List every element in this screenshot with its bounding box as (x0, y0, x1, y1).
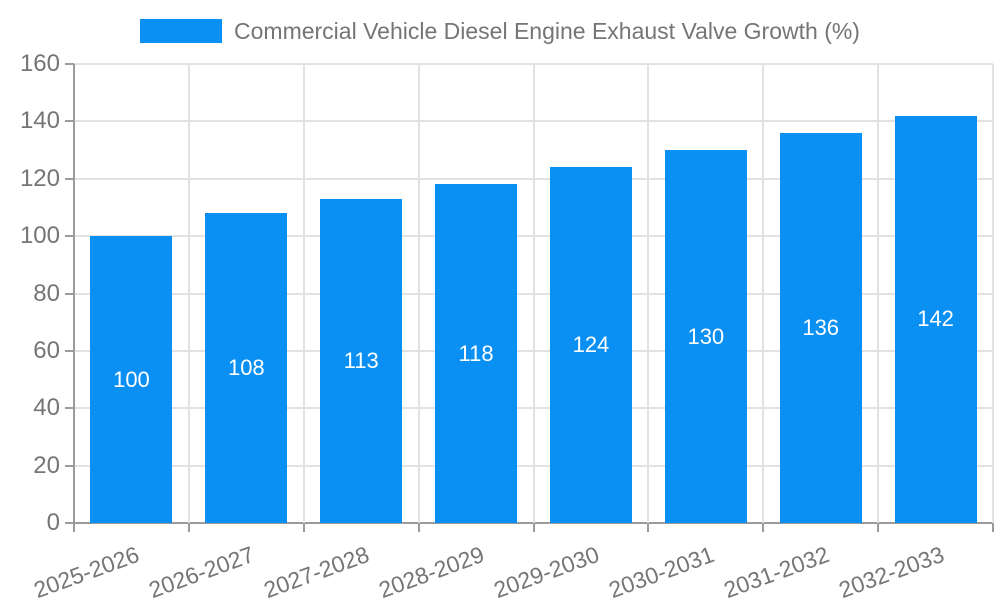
y-tick-label: 140 (19, 107, 60, 135)
bar-value-label: 142 (917, 306, 954, 332)
x-tick-label: 2027-2028 (260, 541, 373, 600)
y-tick-mark (65, 464, 74, 467)
bar-value-label: 118 (458, 340, 494, 366)
y-tick-label: 20 (33, 451, 60, 479)
gridline (877, 64, 880, 523)
y-tick-mark (65, 522, 74, 524)
y-tick-label: 100 (19, 222, 60, 250)
y-tick-mark (65, 292, 74, 295)
x-tick-label: 2026-2027 (145, 541, 258, 600)
x-tick-mark (647, 523, 650, 532)
legend: Commercial Vehicle Diesel Engine Exhaust… (0, 19, 1000, 43)
bar[interactable] (320, 198, 403, 523)
y-tick-label: 60 (33, 336, 60, 364)
x-tick-label: 2025-2026 (30, 541, 143, 600)
y-axis-line (73, 64, 75, 523)
bar-value-label: 136 (802, 314, 840, 340)
x-tick-mark (417, 523, 420, 532)
bar-value-label: 100 (113, 366, 150, 392)
y-tick-label: 120 (19, 164, 60, 192)
gridline (417, 64, 420, 523)
x-tick-label: 2028-2029 (375, 541, 488, 600)
bar[interactable] (205, 213, 288, 523)
gridline (302, 64, 305, 523)
x-tick-mark (762, 523, 765, 532)
y-tick-label: 40 (33, 394, 60, 422)
y-tick-label: 0 (46, 509, 60, 536)
x-tick-mark (302, 523, 305, 532)
y-tick-mark (65, 63, 74, 65)
bar[interactable] (90, 236, 173, 523)
gridline (762, 64, 765, 523)
x-tick-mark (877, 523, 880, 532)
y-tick-mark (65, 177, 74, 180)
legend-label: Commercial Vehicle Diesel Engine Exhaust… (234, 18, 860, 44)
y-tick-label: 160 (19, 50, 60, 77)
legend-swatch-icon (140, 19, 223, 43)
bar-value-label: 108 (227, 355, 265, 381)
x-tick-label: 2029-2030 (490, 541, 603, 600)
x-tick-label: 2032-2033 (834, 541, 948, 600)
bar[interactable] (549, 167, 632, 523)
gridline (992, 64, 994, 523)
y-tick-label: 80 (33, 279, 60, 307)
bar[interactable] (435, 184, 518, 523)
legend-item[interactable]: Commercial Vehicle Diesel Engine Exhaust… (140, 19, 860, 43)
gridline (187, 64, 190, 523)
bar[interactable] (779, 132, 862, 523)
x-tick-mark (187, 523, 190, 532)
gridline (647, 64, 650, 523)
x-tick-mark (992, 523, 994, 532)
bar-value-label: 113 (343, 347, 379, 373)
y-tick-mark (65, 120, 74, 123)
x-tick-mark (532, 523, 535, 532)
bar-value-label: 130 (687, 323, 725, 349)
bar-value-label: 124 (572, 332, 610, 358)
bar[interactable] (664, 150, 747, 523)
y-tick-mark (65, 407, 74, 410)
gridline (532, 64, 535, 523)
x-tick-label: 2031-2032 (719, 541, 833, 600)
x-tick-label: 2030-2031 (605, 541, 718, 600)
bar[interactable] (894, 115, 977, 523)
y-tick-mark (65, 349, 74, 352)
y-tick-mark (65, 235, 74, 238)
x-tick-mark (73, 523, 75, 532)
